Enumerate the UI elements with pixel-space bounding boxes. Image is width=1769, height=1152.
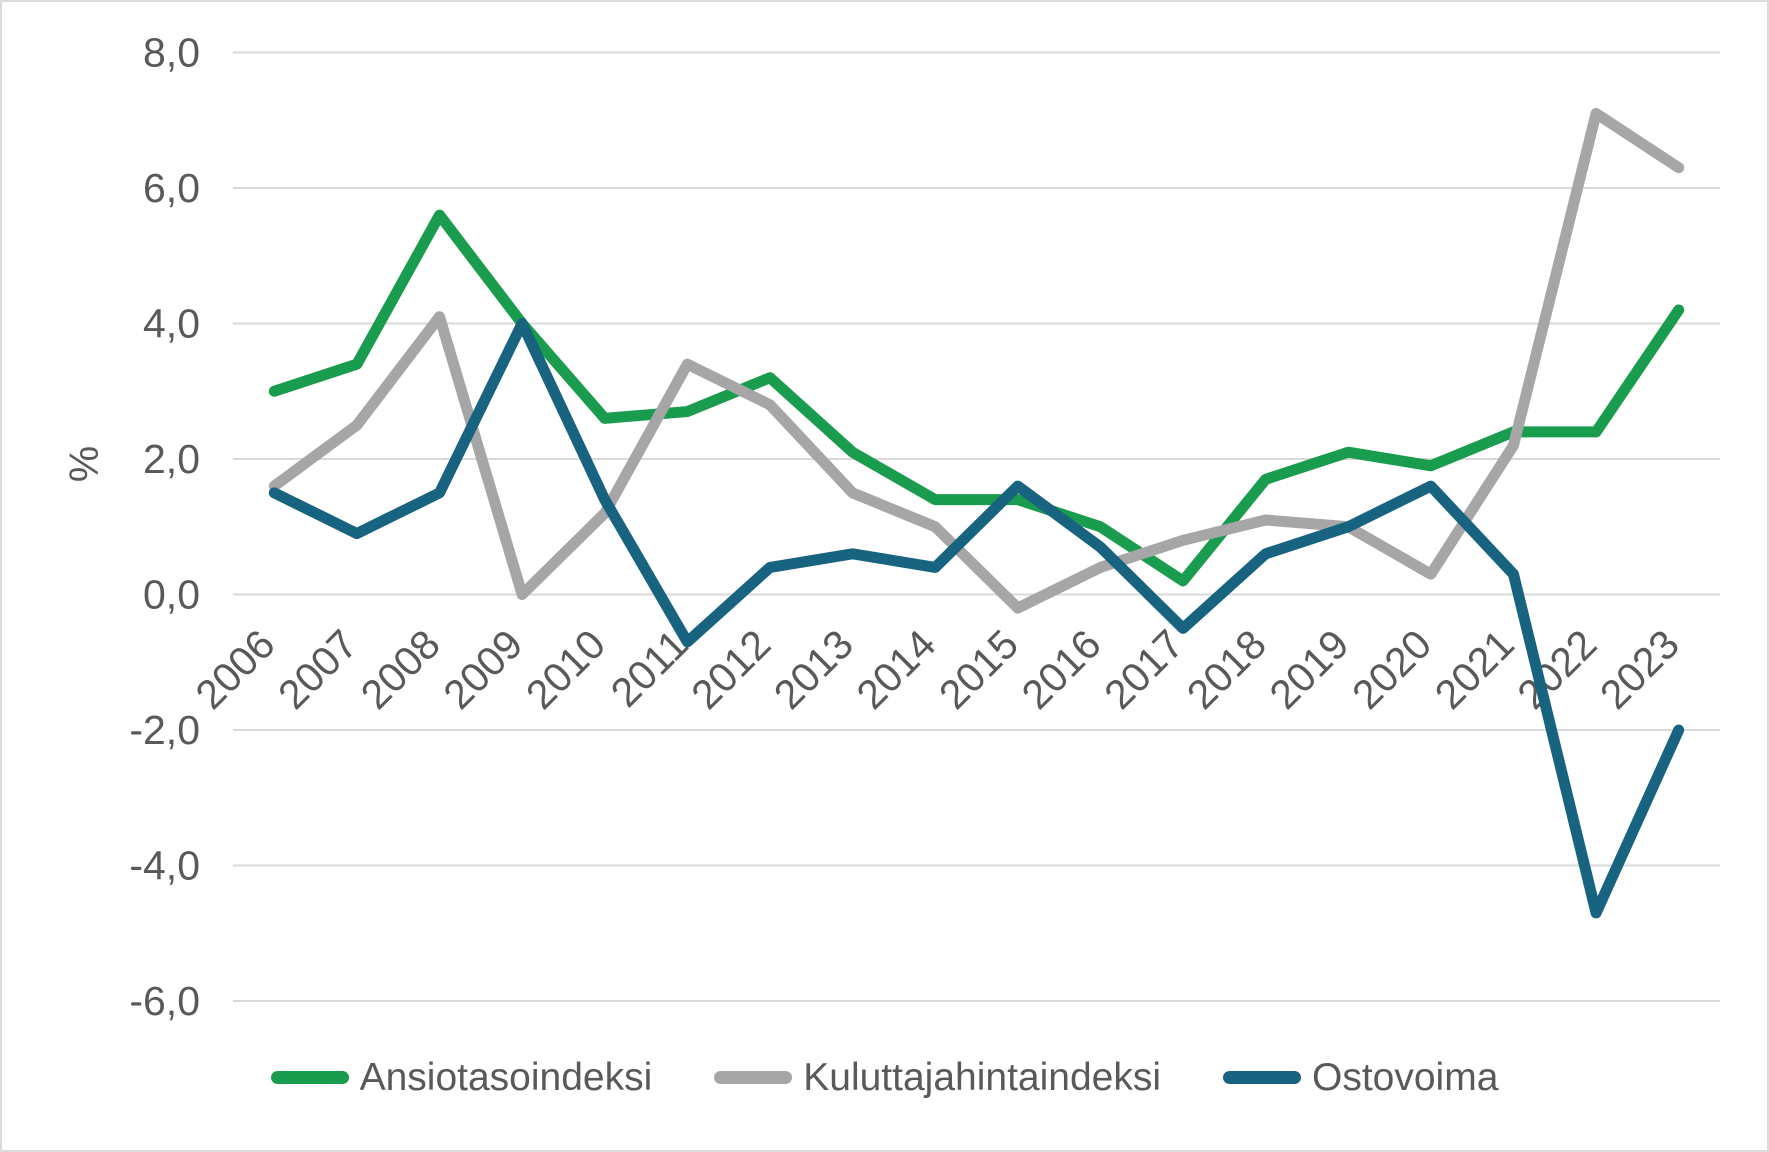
y-tick-label: 6,0 — [143, 165, 200, 211]
series-line-ostovoima — [268, 318, 1685, 919]
x-tick-label: 2007 — [269, 621, 366, 718]
legend-label-ostovoima: Ostovoima — [1312, 1056, 1499, 1099]
legend-item-kuluttajahintaindeksi: Kuluttajahintaindeksi — [714, 1058, 1161, 1097]
y-tick-label: 2,0 — [143, 436, 200, 482]
legend-swatch-ansiotasoindeksi — [270, 1071, 349, 1084]
legend-item-ansiotasoindeksi: Ansiotasoindeksi — [270, 1056, 653, 1099]
series-line-kuluttajahintaindeksi — [268, 107, 1685, 614]
x-tick-label: 2013 — [765, 621, 862, 718]
legend-swatch-kuluttajahintaindeksi — [714, 1071, 793, 1084]
legend-label-ansiotasoindeksi: Ansiotasoindeksi — [359, 1056, 653, 1099]
x-tick-label: 2009 — [434, 621, 531, 718]
x-tick-label: 2010 — [517, 621, 614, 718]
y-tick-label: 4,0 — [143, 301, 200, 347]
x-tick-label: 2023 — [1591, 621, 1688, 718]
legend-item-ostovoima: Ostovoima — [1223, 1058, 1498, 1097]
x-tick-label: 2019 — [1261, 621, 1358, 718]
series-line-ansiotasoindeksi — [268, 209, 1685, 587]
x-tick-label: 2016 — [1013, 621, 1110, 718]
y-axis-title: % — [61, 446, 107, 482]
x-tick-label: 2006 — [187, 621, 284, 718]
x-tick-label: 2018 — [1178, 621, 1275, 718]
x-tick-label: 2014 — [848, 621, 945, 718]
y-tick-label: -4,0 — [129, 843, 200, 889]
y-tick-label: 8,0 — [143, 30, 200, 76]
y-tick-label: -2,0 — [129, 707, 200, 753]
legend-swatch-ostovoima — [1223, 1071, 1301, 1084]
x-tick-label: 2015 — [930, 621, 1027, 718]
x-tick-label: 2008 — [352, 621, 449, 718]
y-tick-label: -6,0 — [129, 978, 200, 1024]
y-tick-label: 0,0 — [143, 572, 200, 618]
x-tick-label: 2021 — [1426, 621, 1523, 718]
x-tick-label: 2017 — [1095, 621, 1192, 718]
legend-label-kuluttajahintaindeksi: Kuluttajahintaindeksi — [803, 1056, 1161, 1099]
legend: Ansiotasoindeksi Kuluttajahintaindeksi O… — [2, 1058, 1767, 1097]
x-tick-label: 2020 — [1343, 621, 1440, 718]
